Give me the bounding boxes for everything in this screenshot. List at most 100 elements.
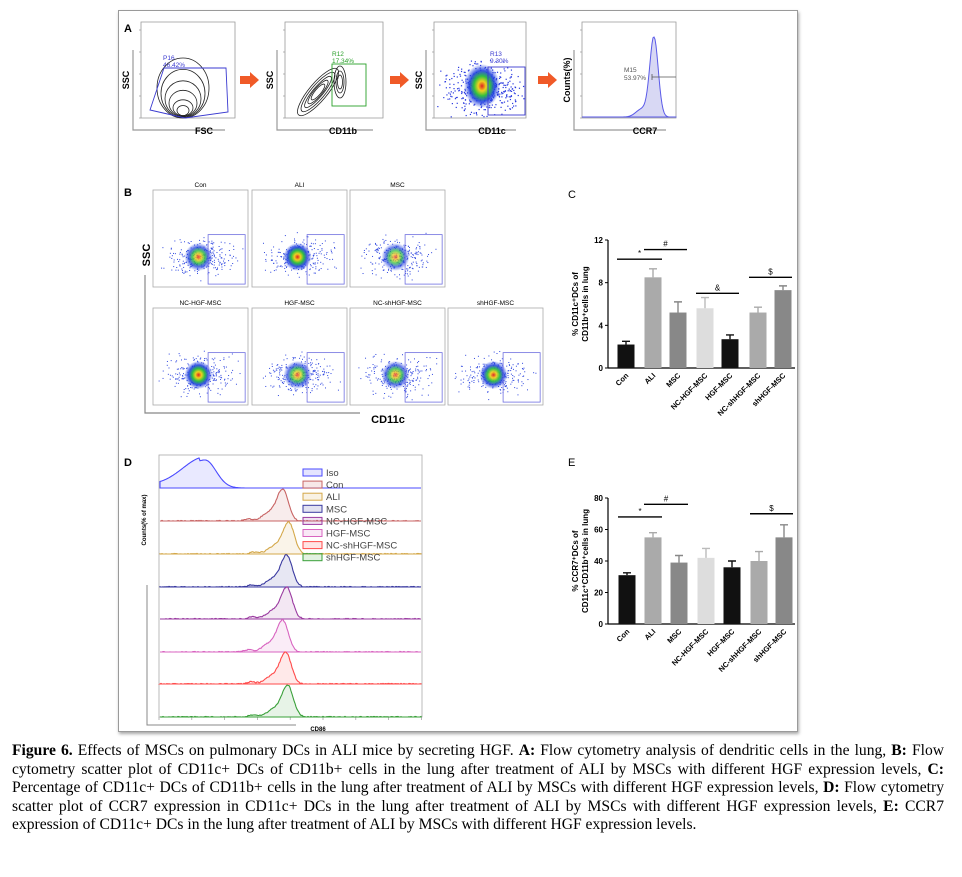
scatter-dot [379,252,381,254]
gate-name: R12 [332,51,344,58]
scatter-dot [332,258,334,260]
scatter-dot [178,353,180,355]
scatter-dot [377,249,379,251]
scatter-dot [185,388,187,390]
scatter-dot [458,66,460,69]
scatter-dot [179,355,181,357]
scatter-plot-nc-hgf-msc: NC-HGF-MSC [152,300,249,406]
scatter-dot [406,385,408,387]
scatter-dot [413,378,415,380]
scatter-dot [167,373,169,375]
histogram-curve [582,36,676,118]
scatter-dot [431,373,433,375]
scatter-dot [285,386,287,388]
histogram-nc-hgf-msc [160,585,421,620]
scatter-dot [329,259,331,261]
scatter-dot [409,368,411,370]
scatter-dot [468,378,470,380]
scatter-dot [502,82,504,84]
scatter-dot [281,367,283,369]
scatter-dot [323,370,325,372]
scatter-dot [509,77,511,79]
scatter-dot [507,370,509,372]
scatter-dot [408,382,410,384]
x-axis-label: CCR7 [633,126,658,136]
scatter-dot [211,248,213,250]
scatter-dot [489,60,492,62]
scatter-dot [390,270,392,272]
scatter-dot [468,381,470,383]
scatter-dot [372,356,374,358]
scatter-dot [221,263,223,265]
gate-rectangle [404,234,443,285]
scatter-dot [478,363,480,365]
scatter-dot [317,374,319,376]
scatter-dot [380,361,382,363]
scatter-dot [166,364,168,366]
scatter-dot [469,63,471,66]
scatter-dot [483,116,485,118]
caption-b-text: Flow cytometry scatter plot of CD11c+ DC… [12,742,945,778]
gate-value: 9.30% [490,58,509,65]
scatter-dot [316,257,318,259]
scatter-dot [314,369,316,371]
significance-marker: # [664,494,669,503]
scatter-dot [470,374,472,376]
scatter-dot [279,252,281,254]
bar-con [618,575,636,624]
scatter-dot [455,97,457,99]
scatter-dot [498,95,500,97]
scatter-dot [514,86,516,88]
scatter-dot [220,248,222,250]
scatter-dot [367,376,369,378]
scatter-dot [415,366,417,368]
scatter-dot [507,391,509,393]
scatter-dot [409,271,411,273]
scatter-dot [417,270,419,272]
legend-label: MSC [326,504,347,515]
scatter-dot [312,370,314,372]
scatter-dot [279,386,281,388]
error-bar [675,554,683,563]
scatter-dot [523,98,525,100]
scatter-dot [281,382,283,384]
scatter-dot [417,373,419,375]
scatter-dot [314,262,316,264]
scatter-dot [224,262,226,264]
scatter-dot [173,266,175,268]
density-core [283,360,312,389]
scatter-dot [171,375,173,377]
plot-frame [349,307,446,406]
scatter-dot [495,104,497,106]
scatter-dot [293,357,295,359]
scatter-dot [469,113,472,116]
scatter-dot [476,375,478,377]
scatter-dot [370,382,372,384]
panel-b: Con ALI MSC NC-HGF-MSC HGF-MSC NC-shHGF-MSC sh… [141,182,544,426]
scatter-dot [183,263,185,265]
scatter-dot [217,267,219,269]
scatter-dot [373,370,375,372]
scatter-dot [464,108,466,110]
scatter-dot [461,365,463,367]
scatter-dot [458,391,460,393]
scatter-dot [524,371,526,373]
scatter-dot [469,366,471,368]
scatter-dot [279,370,281,372]
scatter-dot [515,100,517,102]
scatter-dot [330,373,332,375]
scatter-dot [175,373,177,375]
scatter-dot [311,362,313,364]
scatter-dot [312,254,314,256]
scatter-dot [510,76,512,78]
axis-line [144,275,360,414]
bar-con [617,344,635,368]
scatter-dot [294,240,296,242]
scatter-dot [403,390,405,392]
scatter-dot [499,389,501,391]
scatter-dot [313,272,315,274]
scatter-dot [197,355,199,357]
scatter-dot [515,370,517,372]
bar-shhgf-msc [774,290,792,368]
contour-line [310,83,326,101]
